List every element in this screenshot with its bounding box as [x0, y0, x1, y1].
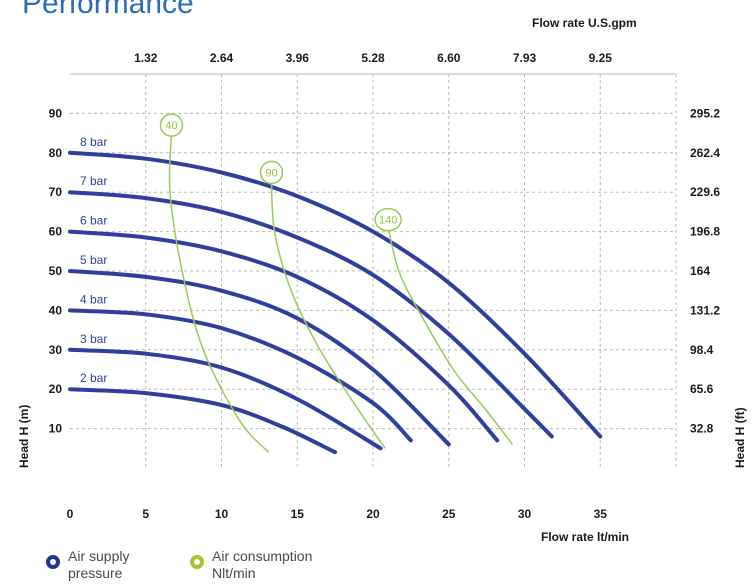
pressure-curve-7-bar: [68, 190, 554, 439]
x-tick-label: 5: [142, 507, 149, 521]
air-bubble-40: [159, 113, 184, 137]
x-tick-label: 10: [215, 507, 229, 521]
pressure-legend-label-1: Air supply: [68, 548, 130, 564]
x2-tick-label: 7.93: [513, 51, 537, 65]
axis-ticks: 0 5 10 15 20 25 30 35 1.32 2.64 3.96 5.28 6.60 7.93 9.…: [49, 51, 721, 521]
y2-tick-label: 164: [690, 264, 710, 278]
x2-tick-label: 5.28: [361, 51, 385, 65]
y2-tick-label: 196.8: [690, 225, 720, 239]
pressure-curve-5-bar: [68, 269, 451, 447]
x-tick-label: 35: [594, 507, 608, 521]
air-legend-label-1: Air consumption: [212, 548, 313, 564]
y-tick-label: 80: [49, 146, 63, 160]
x2-tick-label: 1.32: [134, 51, 158, 65]
series-label-2-bar: 2 bar: [80, 371, 107, 385]
air-legend-label-2: Nlt/min: [212, 565, 256, 581]
y-tick-label: 90: [49, 106, 63, 120]
pressure-legend-ring: [46, 555, 60, 569]
x2-tick-label: 2.64: [210, 51, 234, 65]
y-tick-label: 30: [49, 343, 63, 357]
x-tick-label: 15: [291, 507, 305, 521]
y-tick-label: 50: [49, 264, 63, 278]
y2-tick-label: 131.2: [690, 303, 720, 317]
series-label-6-bar: 6 bar: [80, 214, 107, 228]
air-curve-40: [168, 133, 270, 453]
y-tick-label: 40: [49, 303, 63, 317]
y-tick-label: 70: [49, 185, 63, 199]
pressure-curve-4-bar: [68, 308, 413, 443]
air-curve-90: [270, 180, 386, 449]
y2-tick-label: 295.2: [690, 106, 720, 120]
y2-axis-title: Head H (ft): [733, 407, 747, 468]
y-tick-label: 10: [49, 422, 63, 436]
y2-tick-label: 98.4: [690, 343, 714, 357]
y2-tick-label: 229.6: [690, 185, 720, 199]
page-title: Performance: [22, 0, 194, 20]
x2-tick-label: 6.60: [437, 51, 461, 65]
y2-tick-label: 65.6: [690, 382, 714, 396]
x-tick-label: 30: [518, 507, 532, 521]
x-tick-label: 20: [366, 507, 380, 521]
air-bubble-label-140: 140: [379, 215, 397, 227]
y-tick-label: 20: [49, 382, 63, 396]
y2-tick-label: 32.8: [690, 422, 714, 436]
air-bubble-label-90: 90: [265, 167, 277, 179]
pressure-curve-2-bar: [68, 387, 338, 455]
x2-axis-title: Flow rate U.S.gpm: [532, 16, 637, 30]
air-bubble-140: [374, 207, 402, 232]
x2-tick-label: 3.96: [286, 51, 310, 65]
air-bubble-90: [259, 160, 284, 185]
series-labels: 2 bar 3 bar 4 bar 5 bar 6 bar 7 bar 8 bar: [80, 135, 107, 385]
air-legend-ring: [190, 555, 204, 569]
series-label-8-bar: 8 bar: [80, 135, 107, 149]
x-tick-label: 0: [67, 507, 74, 521]
y-axis-title: Head H (m): [17, 405, 31, 468]
pressure-curve-6-bar: [68, 229, 500, 443]
x-tick-label: 25: [442, 507, 456, 521]
air-consumption-curves: 40 90 140: [159, 113, 513, 453]
x-axis-title: Flow rate lt/min: [541, 530, 629, 544]
series-label-5-bar: 5 bar: [80, 253, 107, 267]
air-curve-140: [387, 227, 513, 445]
y2-tick-label: 262.4: [690, 146, 720, 160]
y-tick-label: 60: [49, 225, 63, 239]
air-bubble-label-40: 40: [165, 120, 177, 132]
x2-tick-label: 9.25: [589, 51, 613, 65]
series-label-4-bar: 4 bar: [80, 292, 107, 306]
pressure-legend-label-2: pressure: [68, 565, 123, 581]
pressure-curve-3-bar: [68, 347, 383, 451]
series-label-3-bar: 3 bar: [80, 332, 107, 346]
series-label-7-bar: 7 bar: [80, 174, 107, 188]
chart-grid: [70, 73, 677, 468]
pressure-curves: [68, 150, 603, 455]
pressure-curve-8-bar: [68, 150, 603, 439]
